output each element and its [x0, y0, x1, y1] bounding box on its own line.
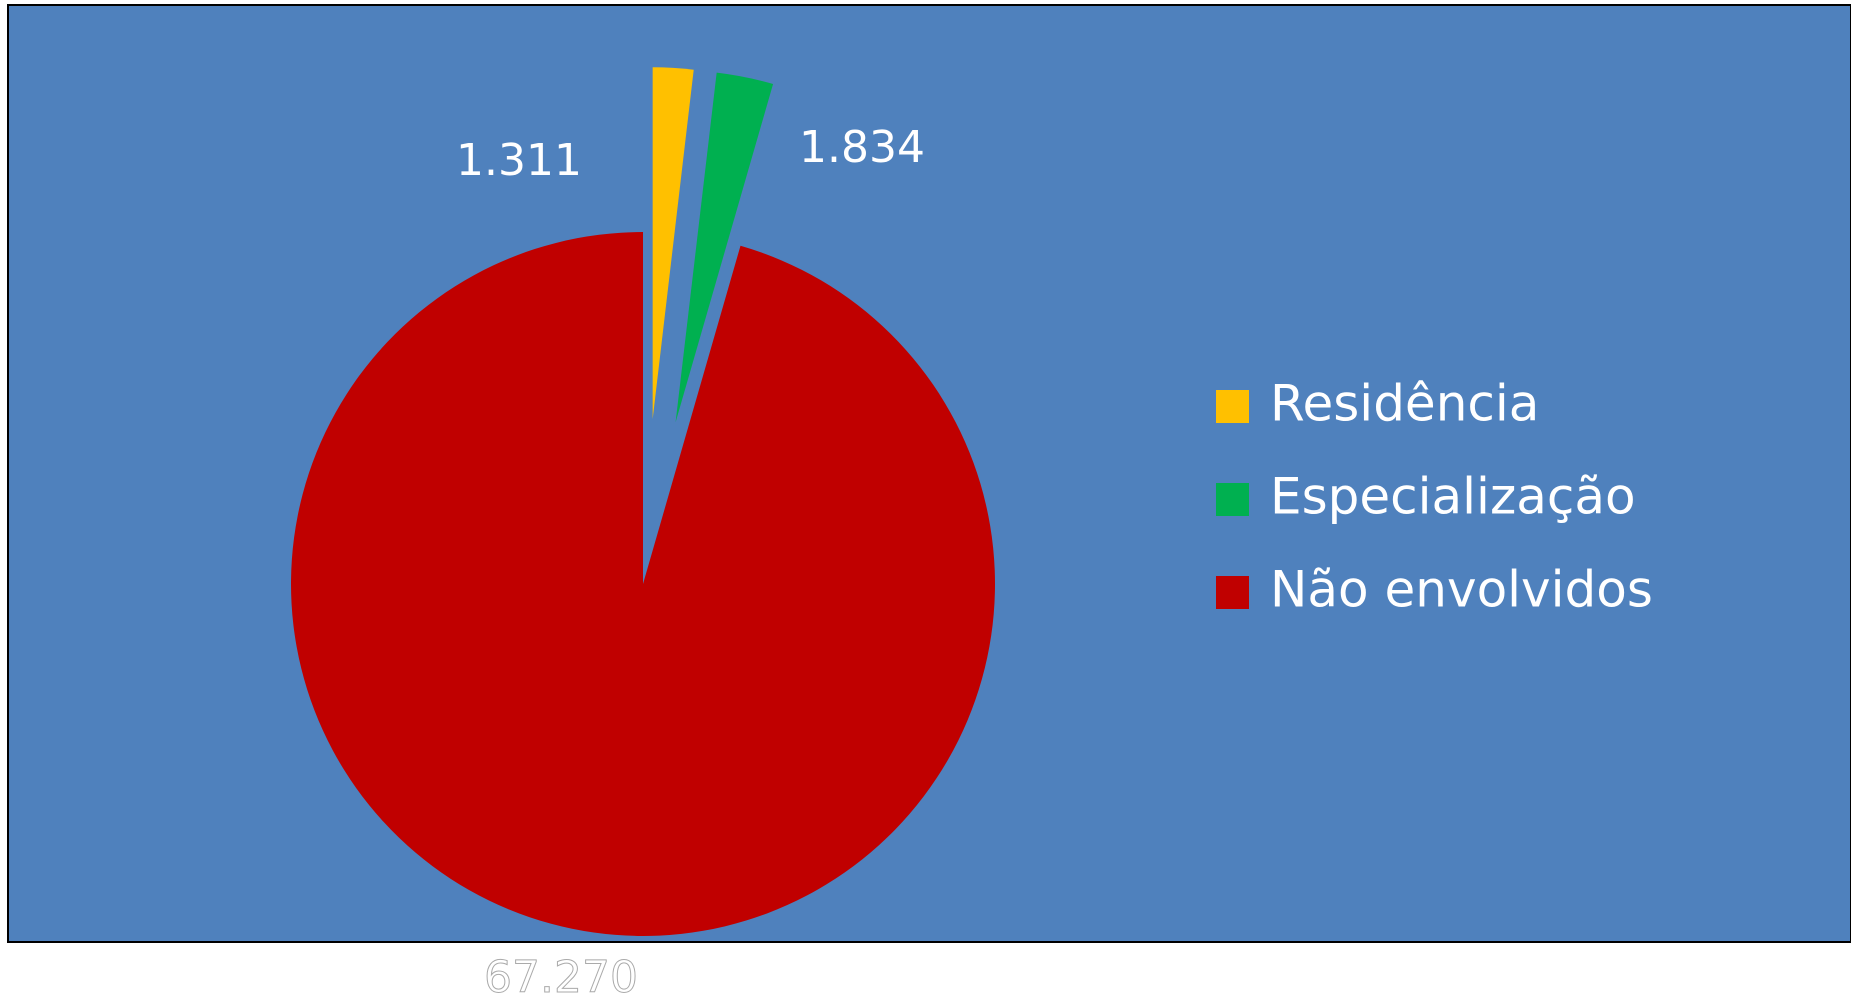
- legend-swatch: [1216, 483, 1249, 516]
- legend-label: Especialização: [1270, 468, 1636, 526]
- data-label: 1.834: [799, 122, 925, 173]
- legend-label: Residência: [1270, 375, 1539, 433]
- pie-slice: [290, 232, 995, 937]
- legend-swatch: [1216, 390, 1249, 423]
- legend-swatch: [1216, 576, 1249, 609]
- data-label: 1.311: [456, 135, 582, 186]
- pie-slice: [652, 67, 694, 420]
- pie-slice: [675, 72, 774, 423]
- legend-label: Não envolvidos: [1270, 561, 1653, 619]
- data-label: 67.270: [484, 952, 638, 1003]
